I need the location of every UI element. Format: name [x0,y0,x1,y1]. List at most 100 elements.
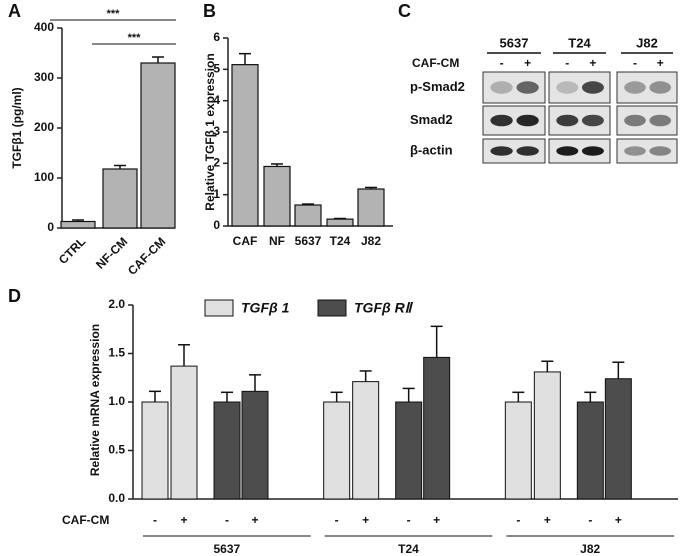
x-tick-label: NF [269,234,285,248]
y-tick-label: 300 [34,70,54,84]
blot-band [624,114,646,127]
cell-line-label: J82 [636,35,658,50]
group-label: 5637 [213,542,240,556]
legend-swatch [317,299,347,317]
bar [357,188,385,227]
bar [395,401,423,500]
condition-label: + [362,513,369,527]
blot-band [649,81,671,94]
blot-band [556,114,579,127]
x-tick-label: J82 [361,234,381,248]
condition-label: - [633,56,637,70]
blot-band [581,146,604,156]
treatment-label: CAF-CM [62,513,109,527]
blot-band [516,146,539,156]
condition-label: + [433,513,440,527]
blot-band [556,146,579,156]
y-tick-label: 0.0 [108,491,125,505]
group-label: T24 [398,542,419,556]
x-tick-label: CTRL [56,234,89,267]
y-tick-label: 2 [213,156,220,170]
y-tick-label: 100 [34,170,54,184]
condition-label: - [516,513,520,527]
bar [533,371,561,500]
blot-frame [616,71,678,104]
condition-label: + [657,56,664,70]
y-axis-label: TGFβ1 (pg/ml) [10,87,24,168]
condition-label: - [407,513,411,527]
y-tick-label: 4 [213,93,220,107]
y-tick-label: 6 [213,30,220,44]
bar [576,401,604,500]
blot-band [649,146,671,156]
legend-label: TGFβ 1 [241,300,290,316]
bar [231,64,259,227]
condition-label: - [225,513,229,527]
blot-band [490,146,513,156]
bar [263,165,291,227]
blot-row-label: β-actin [410,142,453,157]
bar [241,390,269,500]
y-axis-label: Relative mRNA expression [88,324,102,476]
condition-label: + [180,513,187,527]
y-tick-label: 2.0 [108,297,125,311]
y-axis-label: Relative TGFβ 1 expression [203,53,217,210]
bar [323,401,351,500]
y-tick-label: 400 [34,20,54,34]
blot-band [624,81,646,94]
cell-line-label: 5637 [500,35,529,50]
y-tick-label: 0 [47,220,54,234]
blot-band [581,114,604,127]
treatment-label: CAF-CM [412,56,459,70]
y-tick-label: 1.5 [108,346,125,360]
x-tick-label: NF-CM [93,234,130,271]
condition-label: + [615,513,622,527]
significance-label: *** [128,32,142,44]
bar [604,378,632,500]
y-tick-label: 0.5 [108,443,125,457]
bar [102,168,138,229]
x-tick-label: CAF [233,234,258,248]
blot-band [556,81,579,94]
panel-label: C [398,1,411,21]
blot-row-label: Smad2 [410,112,453,127]
panel-label: D [8,286,21,306]
bar [504,401,532,500]
bar [352,381,380,500]
blot-band [516,81,539,94]
blot-band [490,81,513,94]
group-label: J82 [580,542,600,556]
panel-label: B [203,1,216,21]
bar [326,218,354,227]
blot-row-label: p-Smad2 [410,79,465,94]
x-tick-label: 5637 [295,234,322,248]
condition-label: - [588,513,592,527]
condition-label: + [544,513,551,527]
condition-label: + [251,513,258,527]
blot-band [581,81,604,94]
y-tick-label: 200 [34,120,54,134]
bar [140,62,176,229]
y-tick-label: 1 [213,187,220,201]
y-tick-label: 0 [213,218,220,232]
condition-label: - [565,56,569,70]
x-tick-label: CAF-CM [125,234,168,277]
cell-line-label: T24 [568,35,591,50]
significance-label: *** [107,8,121,20]
condition-label: + [589,56,596,70]
y-tick-label: 1.0 [108,394,125,408]
legend-label: TGFβ RⅡ [354,300,414,316]
condition-label: - [500,56,504,70]
bar [423,356,451,500]
blot-band [624,146,646,156]
bar [213,401,241,500]
blot-frame [616,138,678,164]
blot-band [516,114,539,127]
blot-band [649,114,671,127]
bar [170,365,198,500]
bar [141,401,169,500]
condition-label: - [153,513,157,527]
bar [60,220,96,229]
blot-band [490,114,513,127]
